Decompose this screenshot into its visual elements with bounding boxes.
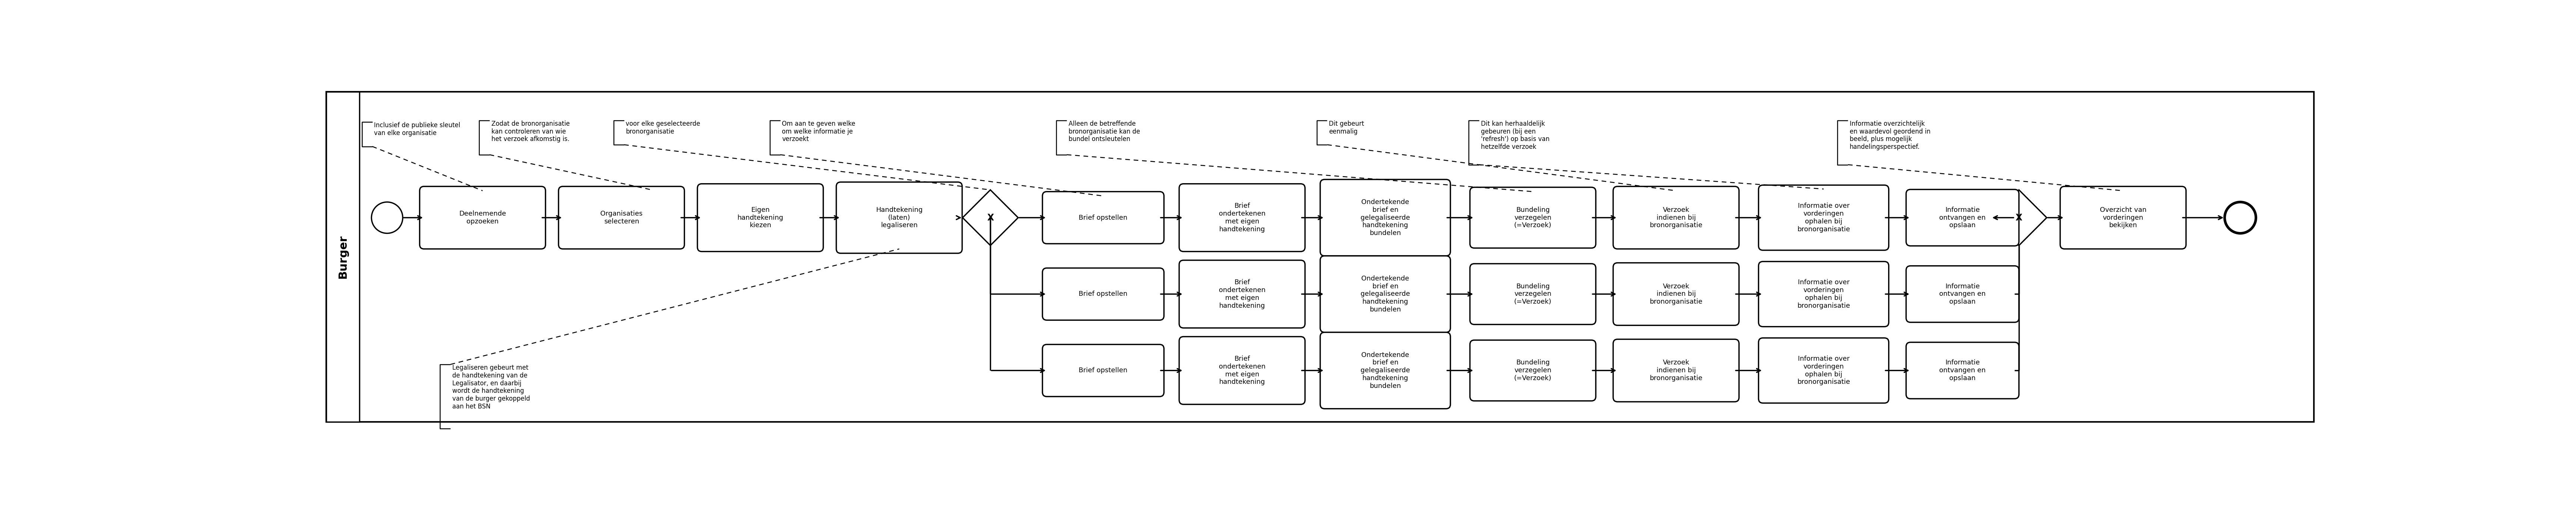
FancyBboxPatch shape [1471, 187, 1595, 248]
Text: Inclusief de publieke sleutel
van elke organisatie: Inclusief de publieke sleutel van elke o… [374, 122, 461, 136]
Text: Ondertekende
brief en
gelegaliseerde
handtekening
bundelen: Ondertekende brief en gelegaliseerde han… [1360, 352, 1409, 389]
Text: Zodat de bronorganisatie
kan controleren van wie
het verzoek afkomstig is.: Zodat de bronorganisatie kan controleren… [492, 120, 569, 143]
FancyBboxPatch shape [559, 187, 685, 249]
Text: Deelnemende
opzoeken: Deelnemende opzoeken [459, 210, 505, 225]
Text: Ondertekende
brief en
gelegaliseerde
handtekening
bundelen: Ondertekende brief en gelegaliseerde han… [1360, 275, 1409, 313]
FancyBboxPatch shape [1613, 263, 1739, 325]
FancyBboxPatch shape [1613, 339, 1739, 402]
Polygon shape [1991, 190, 2048, 246]
Text: Ondertekende
brief en
gelegaliseerde
handtekening
bundelen: Ondertekende brief en gelegaliseerde han… [1360, 199, 1409, 237]
Text: Brief opstellen: Brief opstellen [1079, 215, 1128, 221]
Text: X: X [987, 213, 994, 222]
Text: Legaliseren gebeurt met
de handtekening van de
Legalisator, en daarbij
wordt de : Legaliseren gebeurt met de handtekening … [453, 364, 531, 410]
Text: Overzicht van
vorderingen
bekijken: Overzicht van vorderingen bekijken [2099, 207, 2146, 229]
FancyBboxPatch shape [1906, 266, 2020, 322]
FancyBboxPatch shape [1613, 187, 1739, 249]
Text: Burger: Burger [337, 235, 348, 279]
FancyBboxPatch shape [837, 182, 963, 253]
Text: Brief opstellen: Brief opstellen [1079, 367, 1128, 374]
FancyBboxPatch shape [2061, 187, 2187, 249]
FancyBboxPatch shape [420, 187, 546, 249]
FancyBboxPatch shape [698, 184, 824, 252]
Text: Brief
ondertekenen
met eigen
handtekening: Brief ondertekenen met eigen handtekenin… [1218, 279, 1265, 309]
Text: Organisaties
selecteren: Organisaties selecteren [600, 210, 641, 225]
Text: Informatie over
vorderingen
ophalen bij
bronorganisatie: Informatie over vorderingen ophalen bij … [1798, 203, 1850, 233]
Text: Brief opstellen: Brief opstellen [1079, 291, 1128, 297]
Text: Eigen
handtekening
kiezen: Eigen handtekening kiezen [737, 207, 783, 229]
Text: Verzoek
indienen bij
bronorganisatie: Verzoek indienen bij bronorganisatie [1649, 207, 1703, 229]
FancyBboxPatch shape [327, 92, 2313, 422]
Text: Bundeling
verzegelen
(=Verzoek): Bundeling verzegelen (=Verzoek) [1515, 283, 1551, 305]
FancyBboxPatch shape [1180, 260, 1306, 328]
FancyBboxPatch shape [1180, 337, 1306, 404]
Text: Handtekening
(laten)
legaliseren: Handtekening (laten) legaliseren [876, 207, 922, 229]
Text: Verzoek
indienen bij
bronorganisatie: Verzoek indienen bij bronorganisatie [1649, 283, 1703, 305]
Text: X: X [2014, 213, 2022, 222]
FancyBboxPatch shape [1471, 340, 1595, 401]
Text: Informatie over
vorderingen
ophalen bij
bronorganisatie: Informatie over vorderingen ophalen bij … [1798, 356, 1850, 386]
Text: Brief
ondertekenen
met eigen
handtekening: Brief ondertekenen met eigen handtekenin… [1218, 356, 1265, 386]
FancyBboxPatch shape [1759, 262, 1888, 327]
FancyBboxPatch shape [1043, 344, 1164, 397]
FancyBboxPatch shape [1759, 338, 1888, 403]
Text: Dit gebeurt
eenmalig: Dit gebeurt eenmalig [1329, 120, 1365, 135]
FancyBboxPatch shape [1906, 189, 2020, 246]
Text: Bundeling
verzegelen
(=Verzoek): Bundeling verzegelen (=Verzoek) [1515, 359, 1551, 382]
Text: Informatie over
vorderingen
ophalen bij
bronorganisatie: Informatie over vorderingen ophalen bij … [1798, 279, 1850, 309]
FancyBboxPatch shape [1906, 342, 2020, 399]
Text: Om aan te geven welke
om welke informatie je
verzoekt: Om aan te geven welke om welke informati… [783, 120, 855, 143]
FancyBboxPatch shape [1319, 332, 1450, 409]
Text: Informatie
ontvangen en
opslaan: Informatie ontvangen en opslaan [1940, 207, 1986, 229]
Text: Dit kan herhaaldelijk
gebeuren (bij een
'refresh') op basis van
hetzelfde verzoe: Dit kan herhaaldelijk gebeuren (bij een … [1481, 120, 1548, 150]
FancyBboxPatch shape [1759, 185, 1888, 250]
FancyBboxPatch shape [1471, 264, 1595, 325]
Text: Alleen de betreffende
bronorganisatie kan de
bundel ontsleutelen: Alleen de betreffende bronorganisatie ka… [1069, 120, 1141, 143]
Text: Informatie
ontvangen en
opslaan: Informatie ontvangen en opslaan [1940, 359, 1986, 382]
FancyBboxPatch shape [1180, 184, 1306, 252]
FancyBboxPatch shape [327, 92, 358, 422]
Circle shape [371, 202, 402, 233]
Circle shape [2226, 202, 2257, 233]
FancyBboxPatch shape [1319, 179, 1450, 256]
Polygon shape [963, 190, 1018, 246]
Text: Informatie overzichtelijk
en waardevol geordend in
beeld, plus mogelijk
handelin: Informatie overzichtelijk en waardevol g… [1850, 120, 1929, 150]
Text: Brief
ondertekenen
met eigen
handtekening: Brief ondertekenen met eigen handtekenin… [1218, 203, 1265, 233]
FancyBboxPatch shape [1043, 192, 1164, 244]
FancyBboxPatch shape [1319, 256, 1450, 332]
Text: Informatie
ontvangen en
opslaan: Informatie ontvangen en opslaan [1940, 283, 1986, 305]
FancyBboxPatch shape [1043, 268, 1164, 320]
Text: Verzoek
indienen bij
bronorganisatie: Verzoek indienen bij bronorganisatie [1649, 359, 1703, 382]
Text: voor elke geselecteerde
bronorganisatie: voor elke geselecteerde bronorganisatie [626, 120, 701, 135]
Text: Bundeling
verzegelen
(=Verzoek): Bundeling verzegelen (=Verzoek) [1515, 207, 1551, 229]
